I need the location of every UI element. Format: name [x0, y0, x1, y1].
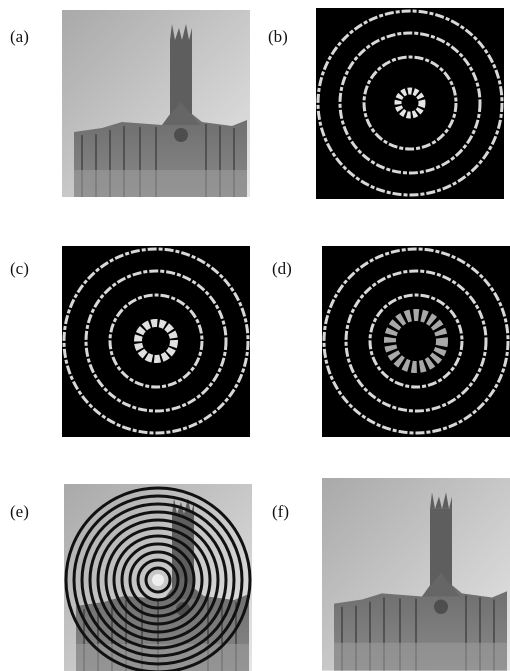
panel-label: (f): [272, 502, 289, 521]
panel-label: (e): [10, 502, 29, 521]
image-rings-c: [62, 246, 250, 437]
image-encrypted: [64, 484, 252, 671]
panel-label: (a): [10, 27, 29, 46]
panel-label: (d): [272, 259, 292, 278]
panel-label: (b): [268, 27, 288, 46]
image-decrypted: [322, 478, 510, 671]
figure: (a) (b) (c) (d) (e) (f): [0, 0, 510, 671]
panel-label: (c): [10, 259, 29, 278]
image-rings-b: [316, 8, 504, 199]
image-original: [62, 10, 250, 197]
image-rings-d: [322, 246, 510, 437]
